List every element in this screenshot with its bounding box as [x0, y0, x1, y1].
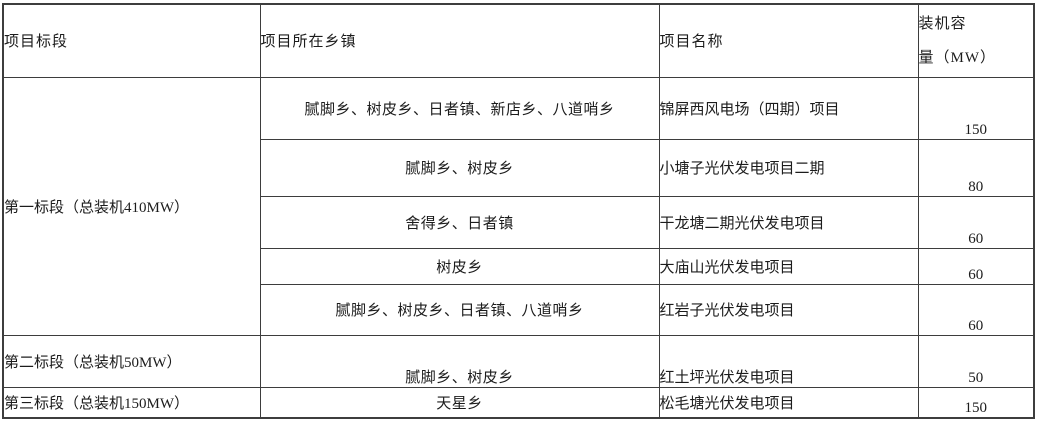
capacity-cell: 60 — [917, 195, 1035, 249]
townships-cell: 腻脚乡、树皮乡 — [259, 334, 660, 388]
table-row: 舍得乡、日者镇 干龙塘二期光伏发电项目 60 — [3, 195, 1035, 249]
project-name-cell: 大庙山光伏发电项目 — [658, 247, 919, 285]
section-label-3: 第三标段（总装机150MW） — [2, 386, 261, 419]
townships-cell: 腻脚乡、树皮乡、日者镇、八道哨乡 — [259, 283, 660, 336]
capacity-cell: 60 — [917, 283, 1035, 336]
table-row: 树皮乡 大庙山光伏发电项目 60 — [3, 247, 1035, 285]
section-label-1: 第一标段（总装机410MW） — [2, 76, 261, 336]
table-row: 腻脚乡、树皮乡、日者镇、八道哨乡 红岩子光伏发电项目 60 — [3, 283, 1035, 336]
capacity-cell: 60 — [917, 247, 1035, 285]
table-row: 腻脚乡、树皮乡 小塘子光伏发电项目二期 80 — [3, 138, 1035, 197]
townships-cell: 树皮乡 — [259, 247, 660, 285]
project-name-cell: 松毛塘光伏发电项目 — [658, 386, 919, 419]
header-row: 项目标段 项目所在乡镇 项目名称 装机容 量（MW） — [2, 3, 1035, 78]
col-header-project-name: 项目名称 — [658, 3, 919, 78]
col-header-capacity-mw: 装机容 量（MW） — [917, 3, 1035, 78]
col-header-townships: 项目所在乡镇 — [259, 3, 660, 78]
table-row: 第一标段（总装机410MW） 腻脚乡、树皮乡、日者镇、新店乡、八道哨乡 锦屏西风… — [2, 76, 1035, 336]
capacity-cell: 150 — [917, 386, 1035, 419]
project-name-cell: 锦屏西风电场（四期）项目 — [658, 76, 919, 140]
townships-cell: 腻脚乡、树皮乡 — [259, 138, 660, 197]
capacity-cell: 150 — [917, 76, 1035, 140]
table-row: 第三标段（总装机150MW） 天星乡 松毛塘光伏发电项目 150 — [2, 386, 1035, 419]
table-row: 第二标段（总装机50MW） 腻脚乡、树皮乡 红土坪光伏发电项目 50 — [2, 334, 1035, 388]
project-name-cell: 红土坪光伏发电项目 — [658, 334, 919, 388]
capacity-cell: 80 — [917, 138, 1035, 197]
capacity-cell: 50 — [917, 334, 1035, 388]
townships-cell: 天星乡 — [259, 386, 660, 419]
project-name-cell: 小塘子光伏发电项目二期 — [658, 138, 919, 197]
townships-cell: 舍得乡、日者镇 — [259, 195, 660, 249]
project-name-cell: 红岩子光伏发电项目 — [658, 283, 919, 336]
townships-cell: 腻脚乡、树皮乡、日者镇、新店乡、八道哨乡 — [259, 76, 660, 140]
project-sections-table: 项目标段 项目所在乡镇 项目名称 装机容 量（MW） 第一标段（总装机410MW… — [2, 3, 1035, 419]
project-name-cell: 干龙塘二期光伏发电项目 — [658, 195, 919, 249]
col-header-project-section: 项目标段 — [2, 3, 261, 78]
section-label-2: 第二标段（总装机50MW） — [2, 334, 261, 388]
